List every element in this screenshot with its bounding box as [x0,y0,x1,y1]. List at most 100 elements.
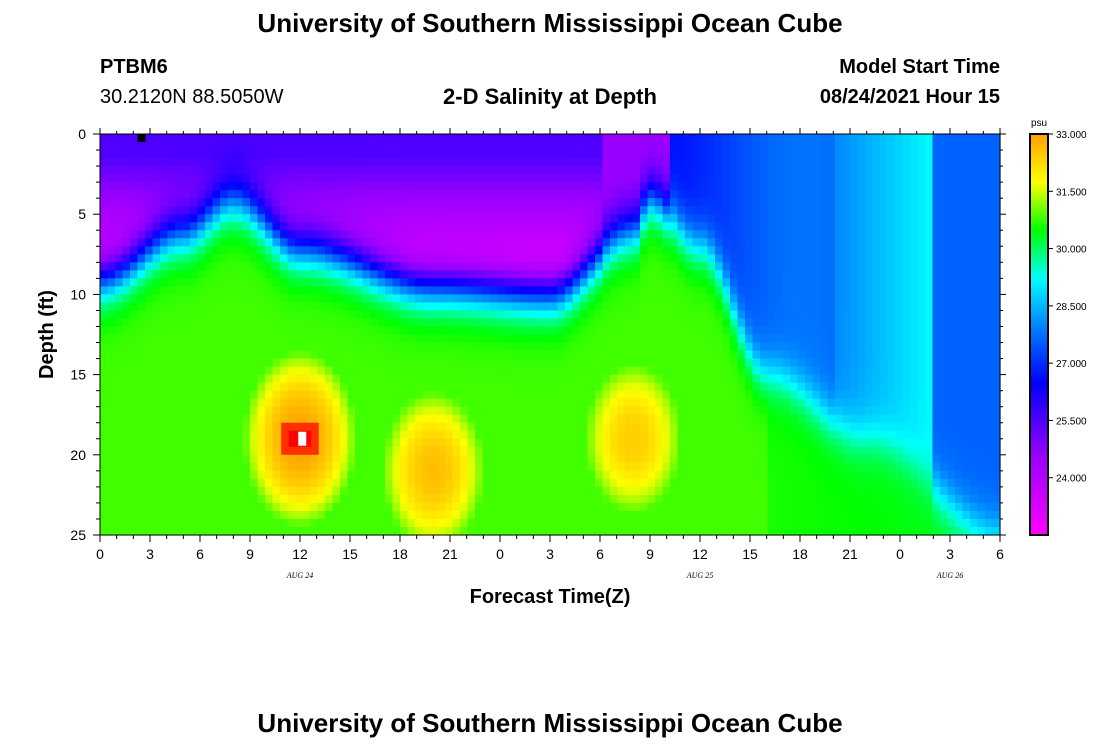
heatmap-cell [257,374,266,384]
heatmap-cell [640,326,649,336]
heatmap-cell [460,222,469,231]
heatmap-cell [287,398,296,408]
heatmap-cell [557,150,566,159]
heatmap-cell [295,166,304,175]
heatmap-cell [737,366,746,376]
heatmap-cell [662,510,671,520]
heatmap-cell [760,518,769,528]
heatmap-cell [760,278,769,287]
heatmap-cell [842,134,851,143]
heatmap-cell [820,414,829,424]
heatmap-cell [295,278,304,287]
heatmap-cell [730,190,739,199]
heatmap-cell [407,526,416,536]
heatmap-cell [700,174,709,183]
heatmap-cell [625,350,634,360]
heatmap-cell [722,470,731,480]
heatmap-cell [655,502,664,512]
heatmap-cell [512,350,521,360]
heatmap-cell [557,470,566,480]
heatmap-cell [587,254,596,263]
heatmap-cell [152,246,161,255]
heatmap-cell [655,318,664,328]
heatmap-cell [550,278,559,287]
heatmap-cell [347,262,356,271]
heatmap-cell [655,366,664,376]
heatmap-cell [542,326,551,336]
heatmap-cell [827,350,836,360]
heatmap-cell [685,294,694,304]
heatmap-cell [655,334,664,344]
heatmap-cell [100,310,109,320]
heatmap-cell [542,222,551,231]
heatmap-cell [752,486,761,496]
heatmap-cell [160,470,169,480]
heatmap-cell [370,462,379,472]
heatmap-cell [707,294,716,304]
heatmap-cell [707,246,716,255]
heatmap-cell [280,270,289,279]
heatmap-cell [842,182,851,191]
heatmap-cell [100,502,109,512]
heatmap-cell [647,342,656,352]
heatmap-cell [122,142,131,151]
heatmap-cell [520,278,529,287]
heatmap-cell [152,326,161,336]
heatmap-cell [572,390,581,400]
heatmap-cell [752,206,761,215]
heatmap-cell [767,526,776,536]
heatmap-cell [422,206,431,215]
heatmap-cell [572,262,581,271]
heatmap-cell [482,222,491,231]
heatmap-cell [272,198,281,207]
heatmap-cell [625,406,634,416]
heatmap-cell [482,374,491,384]
heatmap-cell [160,382,169,392]
heatmap-cell [107,238,116,247]
heatmap-cell [640,310,649,320]
heatmap-cell [130,390,139,400]
heatmap-cell [370,358,379,368]
heatmap-cell [505,382,514,392]
heatmap-cell [107,502,116,512]
heatmap-cell [227,214,236,223]
heatmap-cell [317,214,326,223]
heatmap-cell [677,462,686,472]
heatmap-cell [445,246,454,255]
heatmap-cell [280,334,289,344]
heatmap-cell [497,150,506,159]
heatmap-cell [482,478,491,488]
heatmap-cell [550,454,559,464]
heatmap-cell [445,350,454,360]
heatmap-cell [677,150,686,159]
heatmap-cell [377,526,386,536]
heatmap-cell [662,430,671,440]
heatmap-cell [625,374,634,384]
heatmap-cell [407,390,416,400]
heatmap-cell [400,526,409,536]
heatmap-cell [715,246,724,255]
heatmap-cell [775,238,784,247]
heatmap-cell [820,262,829,271]
heatmap-cell [647,286,656,295]
heatmap-cell [820,318,829,328]
heatmap-cell [670,414,679,424]
heatmap-cell [617,526,626,536]
heatmap-cell [557,510,566,520]
heatmap-cell [122,414,131,424]
heatmap-cell [550,422,559,432]
heatmap-cell [115,382,124,392]
heatmap-cell [662,238,671,247]
heatmap-cell [625,510,634,520]
heatmap-cell [625,294,634,304]
heatmap-cell [602,214,611,223]
heatmap-cell [437,382,446,392]
heatmap-cell [760,238,769,247]
heatmap-cell [670,190,679,199]
heatmap-cell [205,342,214,352]
heatmap-cell [625,182,634,191]
heatmap-cell [632,206,641,215]
heatmap-cell [137,294,146,304]
heatmap-cell [512,478,521,488]
heatmap-cell [670,462,679,472]
